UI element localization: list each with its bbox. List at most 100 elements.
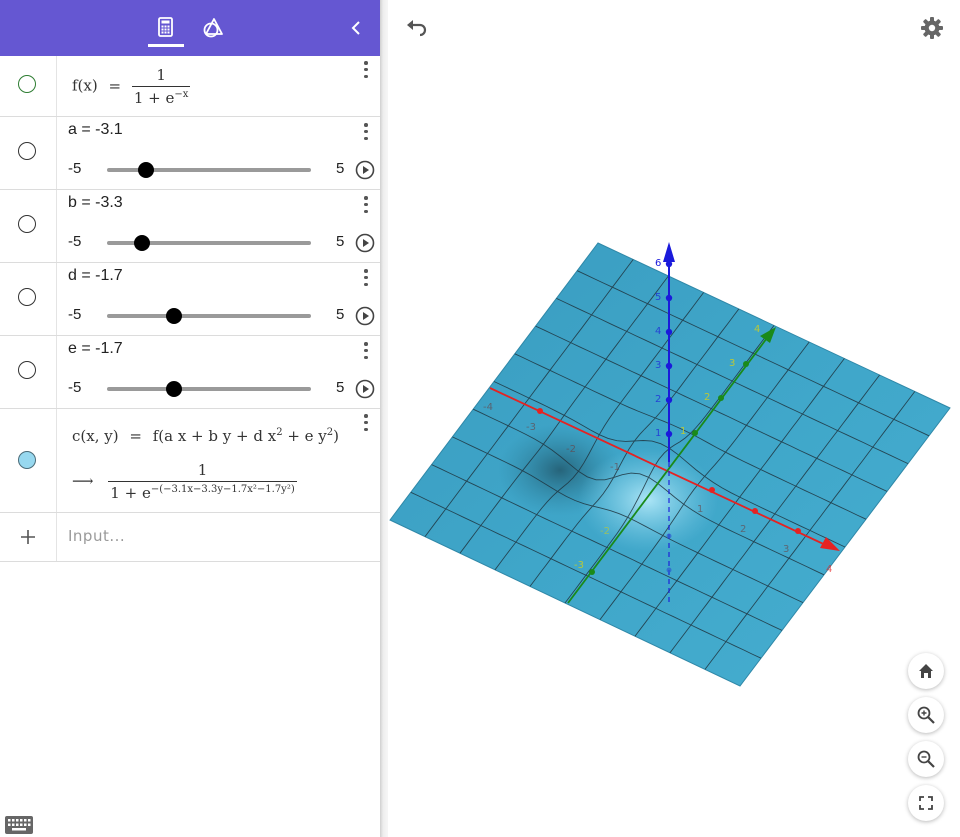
function-f-denominator: 1 + e−x [131, 86, 191, 107]
z-label-3: 3 [655, 360, 661, 371]
slider-d-track[interactable] [107, 308, 311, 324]
slider-d-max: 5 [336, 306, 345, 323]
play-icon[interactable] [355, 160, 375, 180]
grid-line-v [634, 358, 845, 637]
visibility-toggle-e[interactable] [18, 361, 36, 379]
slider-b-min: -5 [68, 233, 82, 250]
function-f-lhs: f(x) [72, 76, 98, 95]
row-menu-icon[interactable] [360, 342, 372, 364]
visibility-column [0, 336, 57, 408]
zoom-in-button[interactable] [908, 697, 944, 733]
algebra-panel: f(x) = 1 1 + e−x a = -3.1 -5 5 b = -3.3 … [0, 0, 380, 837]
row-menu-icon[interactable] [360, 61, 372, 83]
slider-d-label[interactable]: d = -1.7 [68, 267, 123, 284]
slider-b-track[interactable] [107, 235, 311, 251]
y-label-1: 1 [680, 426, 686, 437]
function-c-denominator-base: 1 + e [110, 484, 151, 502]
home-button[interactable] [908, 653, 944, 689]
y-axis [567, 327, 776, 604]
function-c-rhs-prefix: f(a x + b y + d x [152, 427, 277, 445]
visibility-toggle-f[interactable] [18, 75, 36, 93]
algebra-row-slider-b[interactable]: b = -3.3 -5 5 [0, 190, 380, 263]
algebra-row-f[interactable]: f(x) = 1 1 + e−x [0, 56, 380, 117]
zoom-out-button[interactable] [908, 741, 944, 777]
function-c-fraction: 1 1 + e−(−3.1x−3.3y−1.7x²−1.7y²) [108, 461, 297, 502]
algebra-row-slider-d[interactable]: d = -1.7 -5 5 [0, 263, 380, 336]
function-c-lhs: c(x, y) [72, 427, 119, 445]
graphics-3d-view[interactable]: 6 5 4 3 2 1 -4 -3 -2 -1 1 2 3 4 -3 -2 1 … [388, 0, 960, 837]
visibility-toggle-b[interactable] [18, 215, 36, 233]
slider-d-thumb[interactable] [166, 308, 183, 324]
visibility-column [0, 190, 57, 262]
slider-e-thumb[interactable] [166, 381, 183, 397]
slider-a-thumb[interactable] [137, 162, 154, 178]
grid-line-u [473, 408, 825, 576]
algebra-row-slider-e[interactable]: e = -1.7 -5 5 [0, 336, 380, 409]
function-c-sq-y: 2 [326, 427, 334, 438]
y-label-neg3: -3 [574, 560, 584, 571]
play-icon[interactable] [355, 233, 375, 253]
function-f-exponent: −x [174, 89, 189, 100]
keyboard-icon[interactable] [4, 815, 34, 835]
slider-a-max: 5 [336, 160, 345, 177]
visibility-toggle-a[interactable] [18, 142, 36, 160]
row-menu-icon[interactable] [360, 196, 372, 218]
algebra-input-row[interactable] [0, 513, 380, 562]
collapse-panel-chevron-icon[interactable] [346, 16, 366, 40]
panel-divider[interactable] [380, 0, 388, 837]
y-label-neg2: -2 [600, 526, 610, 537]
x-label-neg1: -1 [610, 462, 620, 473]
z-axis [663, 242, 675, 605]
input-bar[interactable]: Input... [68, 527, 126, 545]
slider-a-label[interactable]: a = -3.1 [68, 121, 123, 138]
3d-scene[interactable]: 6 5 4 3 2 1 -4 -3 -2 -1 1 2 3 4 -3 -2 1 … [388, 0, 960, 837]
fullscreen-button[interactable] [908, 785, 944, 821]
output-arrow-icon: ⟶ [72, 471, 94, 490]
play-icon[interactable] [355, 379, 375, 399]
geometry-tools-icon[interactable] [200, 14, 230, 42]
function-f-fraction: 1 1 + e−x [131, 66, 191, 107]
undo-icon[interactable] [404, 16, 430, 40]
play-icon[interactable] [355, 306, 375, 326]
algebra-row-slider-a[interactable]: a = -3.1 -5 5 [0, 117, 380, 190]
slider-e-min: -5 [68, 379, 82, 396]
x-axis [489, 387, 840, 551]
function-c-exponent: −(−3.1x−3.3y−1.7x²−1.7y²) [150, 484, 295, 495]
z-label-1: 1 [655, 428, 661, 439]
row-menu-icon[interactable] [360, 269, 372, 291]
surface-light-peak [578, 448, 718, 552]
slider-e-label[interactable]: e = -1.7 [68, 340, 123, 357]
visibility-column [0, 117, 57, 189]
calculator-icon[interactable] [150, 14, 180, 42]
function-f-numerator: 1 [156, 66, 166, 84]
grid-line-v [704, 391, 916, 670]
row-menu-icon[interactable] [360, 123, 372, 145]
settings-gear-icon[interactable] [918, 14, 946, 42]
x-label-3: 3 [783, 544, 789, 555]
z-label-4: 4 [655, 326, 661, 337]
z-label-6: 6 [655, 258, 661, 269]
function-c-sq-x: 2 [276, 427, 283, 438]
function-f-definition[interactable]: f(x) = 1 1 + e−x [72, 66, 191, 107]
grid-line-v [669, 374, 880, 654]
visibility-column [0, 263, 57, 335]
zoom-out-icon [917, 750, 935, 768]
visibility-toggle-d[interactable] [18, 288, 36, 306]
algebra-row-c[interactable]: c(x, y) = f(a x + b y + d x2 + e y2) ⟶ 1… [0, 409, 380, 513]
slider-b-label[interactable]: b = -3.3 [68, 194, 123, 211]
function-c-definition[interactable]: c(x, y) = f(a x + b y + d x2 + e y2) [72, 427, 339, 445]
equals-sign: = [108, 76, 122, 95]
x-label-neg2: -2 [566, 444, 576, 455]
slider-d-min: -5 [68, 306, 82, 323]
slider-e-track[interactable] [107, 381, 311, 397]
x-label-4: 4 [826, 564, 832, 575]
slider-a-min: -5 [68, 160, 82, 177]
row-menu-icon[interactable] [360, 414, 372, 436]
slider-a-track[interactable] [107, 162, 311, 178]
slider-b-thumb[interactable] [133, 235, 150, 251]
grid-line-v [599, 341, 810, 620]
visibility-toggle-c[interactable] [18, 451, 36, 469]
slider-e-max: 5 [336, 379, 345, 396]
add-plus-icon[interactable] [18, 527, 38, 547]
visibility-column [0, 409, 57, 512]
